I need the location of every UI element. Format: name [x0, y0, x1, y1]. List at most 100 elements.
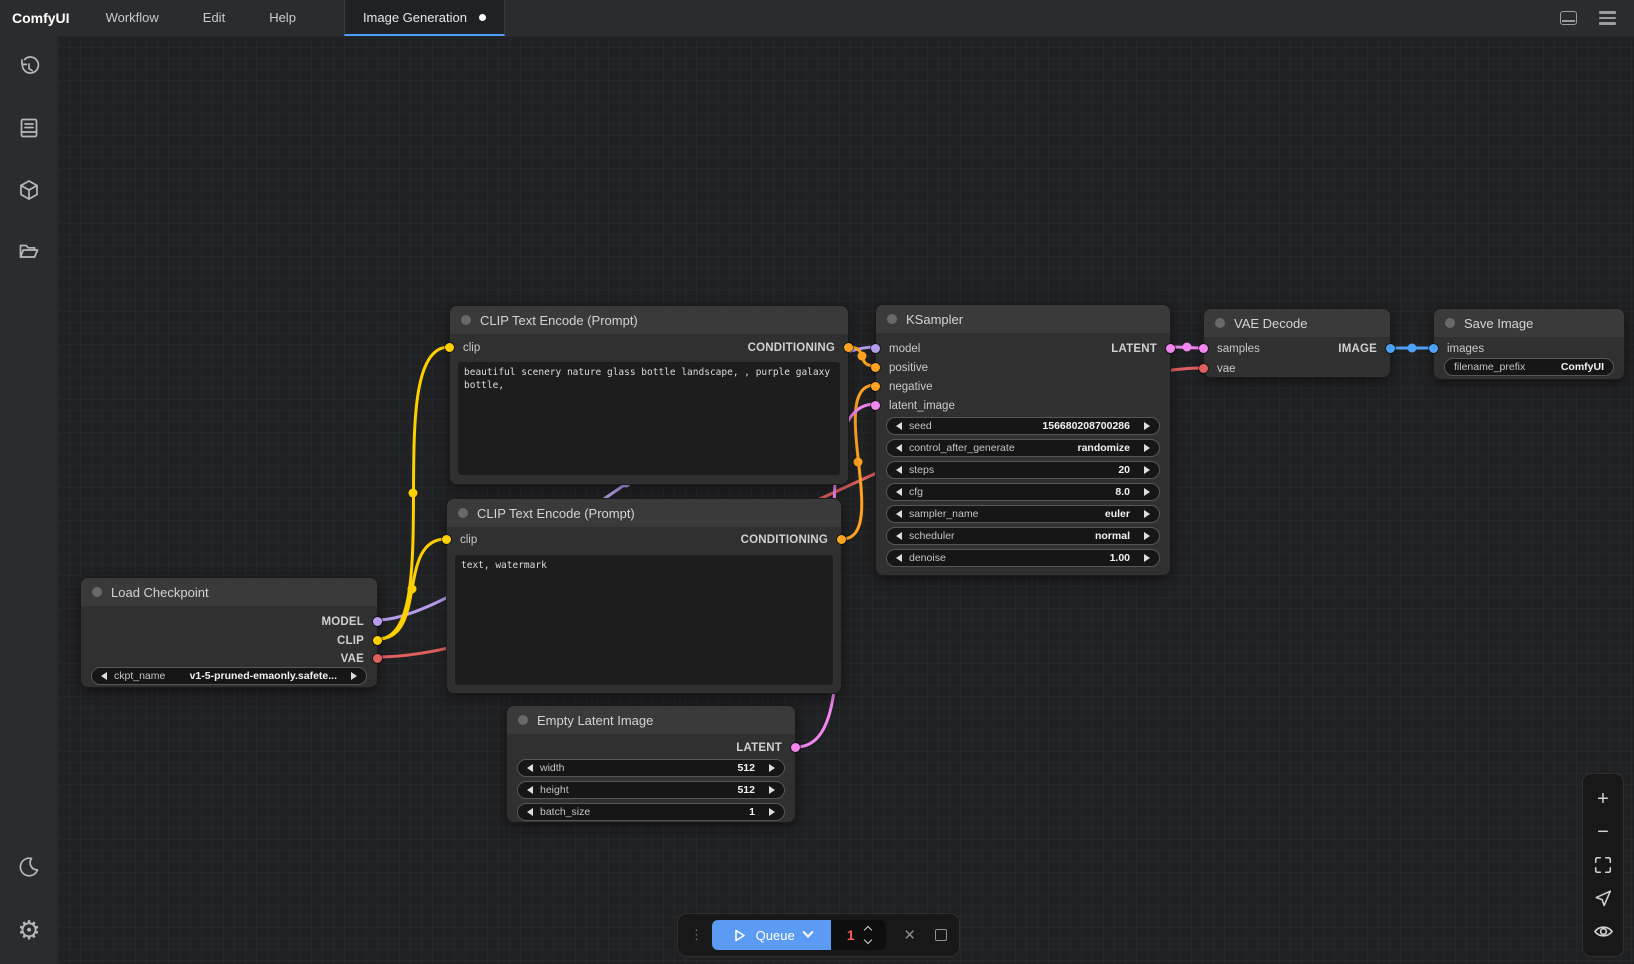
- drag-handle-icon[interactable]: ⋮: [690, 927, 703, 942]
- zoom-in-button[interactable]: +: [1597, 787, 1609, 810]
- decrement-arrow-icon[interactable]: [896, 554, 902, 562]
- increment-arrow-icon[interactable]: [1144, 488, 1150, 496]
- node-ksampler[interactable]: KSampler model LATENT positive negative …: [871, 304, 1175, 576]
- output-port-image[interactable]: [1386, 344, 1395, 353]
- chevron-down-icon[interactable]: [802, 926, 814, 938]
- input-port-latent-image[interactable]: [871, 401, 880, 410]
- seed-widget[interactable]: seed 156680208700286: [886, 417, 1160, 435]
- workflows-folder-icon[interactable]: [11, 234, 47, 270]
- output-port-latent[interactable]: [791, 743, 800, 752]
- node-library-icon[interactable]: [11, 172, 47, 208]
- increment-arrow-icon[interactable]: [1144, 510, 1150, 518]
- decrement-arrow-icon[interactable]: [896, 488, 902, 496]
- scheduler-widget[interactable]: scheduler normal: [886, 527, 1160, 545]
- cfg-widget[interactable]: cfg 8.0: [886, 483, 1160, 501]
- input-port-negative[interactable]: [871, 382, 880, 391]
- collapse-dot-icon[interactable]: [458, 508, 468, 518]
- stop-icon[interactable]: [935, 929, 947, 941]
- increment-arrow-icon[interactable]: [1144, 466, 1150, 474]
- node-canvas[interactable]: [58, 36, 1634, 964]
- node-title-bar[interactable]: Save Image: [1434, 309, 1624, 337]
- control-after-generate-widget[interactable]: control_after_generate randomize: [886, 439, 1160, 457]
- decrement-arrow-icon[interactable]: [527, 764, 533, 772]
- node-title-bar[interactable]: CLIP Text Encode (Prompt): [450, 306, 848, 334]
- node-clip-text-encode-negative[interactable]: CLIP Text Encode (Prompt) clip CONDITION…: [442, 498, 846, 694]
- node-load-checkpoint[interactable]: Load Checkpoint MODEL CLIP VAE ckpt_name…: [80, 577, 382, 688]
- decrement-arrow-icon[interactable]: [896, 510, 902, 518]
- node-vae-decode[interactable]: VAE Decode samples IMAGE vae: [1199, 308, 1395, 378]
- input-port-images[interactable]: [1429, 344, 1438, 353]
- menu-workflow[interactable]: Workflow: [105, 10, 159, 25]
- input-port-model[interactable]: [871, 344, 880, 353]
- width-widget[interactable]: width 512: [517, 759, 785, 777]
- denoise-widget[interactable]: denoise 1.00: [886, 549, 1160, 567]
- decrement-arrow-icon[interactable]: [896, 466, 902, 474]
- output-port-vae[interactable]: [373, 654, 382, 663]
- menu-help[interactable]: Help: [269, 10, 296, 25]
- settings-gear-icon[interactable]: ⚙: [17, 915, 41, 945]
- batch-size-widget[interactable]: batch_size 1: [517, 803, 785, 821]
- node-title-bar[interactable]: Empty Latent Image: [507, 706, 795, 734]
- menu-icon[interactable]: [1599, 11, 1616, 25]
- increment-arrow-icon[interactable]: [1144, 554, 1150, 562]
- input-port-positive[interactable]: [871, 363, 880, 372]
- filename-prefix-widget[interactable]: filename_prefix ComfyUI: [1444, 358, 1614, 376]
- node-clip-text-encode-positive[interactable]: CLIP Text Encode (Prompt) clip CONDITION…: [445, 305, 853, 485]
- node-save-image[interactable]: Save Image images filename_prefix ComfyU…: [1429, 308, 1625, 380]
- toggle-link-visibility-button[interactable]: [1590, 918, 1616, 944]
- count-spinner[interactable]: [863, 925, 872, 945]
- decrement-arrow-icon[interactable]: [896, 422, 902, 430]
- node-title-bar[interactable]: CLIP Text Encode (Prompt): [447, 499, 841, 527]
- node-title-bar[interactable]: KSampler: [876, 305, 1170, 333]
- unsaved-dot-icon[interactable]: [479, 13, 487, 21]
- fit-view-button[interactable]: [1590, 852, 1616, 878]
- output-port-model[interactable]: [373, 617, 382, 626]
- increment-arrow-icon[interactable]: [1144, 422, 1150, 430]
- select-mode-button[interactable]: [1590, 885, 1616, 911]
- sampler-name-widget[interactable]: sampler_name euler: [886, 505, 1160, 523]
- collapse-dot-icon[interactable]: [887, 314, 897, 324]
- bottom-panel-icon[interactable]: [1560, 11, 1577, 25]
- queue-icon[interactable]: [11, 110, 47, 146]
- output-port-latent[interactable]: [1166, 344, 1175, 353]
- tab-image-generation[interactable]: Image Generation: [343, 0, 506, 36]
- batch-count-input[interactable]: 1: [831, 920, 887, 950]
- collapse-dot-icon[interactable]: [1445, 318, 1455, 328]
- prompt-textarea[interactable]: beautiful scenery nature glass bottle la…: [458, 362, 840, 475]
- ckpt-name-widget[interactable]: ckpt_name v1-5-pruned-emaonly.safete...: [91, 667, 367, 685]
- collapse-dot-icon[interactable]: [461, 315, 471, 325]
- increment-arrow-icon[interactable]: [351, 672, 357, 680]
- input-port-clip[interactable]: [445, 343, 454, 352]
- node-empty-latent-image[interactable]: Empty Latent Image LATENT width 512 heig…: [506, 705, 800, 823]
- decrement-arrow-icon[interactable]: [896, 444, 902, 452]
- output-port-conditioning[interactable]: [837, 535, 846, 544]
- output-port-conditioning[interactable]: [844, 343, 853, 352]
- prompt-textarea[interactable]: text, watermark: [455, 555, 833, 685]
- collapse-dot-icon[interactable]: [518, 715, 528, 725]
- increment-arrow-icon[interactable]: [769, 808, 775, 816]
- input-port-vae[interactable]: [1199, 364, 1208, 373]
- node-title-bar[interactable]: VAE Decode: [1204, 309, 1390, 337]
- collapse-dot-icon[interactable]: [92, 587, 102, 597]
- zoom-out-button[interactable]: −: [1597, 820, 1609, 843]
- height-widget[interactable]: height 512: [517, 781, 785, 799]
- increment-arrow-icon[interactable]: [769, 764, 775, 772]
- history-icon[interactable]: [11, 50, 47, 86]
- decrement-arrow-icon[interactable]: [527, 808, 533, 816]
- increment-arrow-icon[interactable]: [1144, 444, 1150, 452]
- decrement-arrow-icon[interactable]: [101, 672, 107, 680]
- output-port-clip[interactable]: [373, 636, 382, 645]
- decrement-arrow-icon[interactable]: [527, 786, 533, 794]
- increment-arrow-icon[interactable]: [1144, 532, 1150, 540]
- queue-button[interactable]: Queue: [712, 920, 832, 950]
- collapse-dot-icon[interactable]: [1215, 318, 1225, 328]
- input-port-samples[interactable]: [1199, 344, 1208, 353]
- input-port-clip[interactable]: [442, 535, 451, 544]
- decrement-arrow-icon[interactable]: [896, 532, 902, 540]
- node-title-bar[interactable]: Load Checkpoint: [81, 578, 377, 606]
- increment-arrow-icon[interactable]: [769, 786, 775, 794]
- clear-queue-icon[interactable]: ×: [904, 924, 916, 946]
- theme-moon-icon[interactable]: [11, 849, 47, 885]
- menu-edit[interactable]: Edit: [202, 10, 226, 25]
- steps-widget[interactable]: steps 20: [886, 461, 1160, 479]
